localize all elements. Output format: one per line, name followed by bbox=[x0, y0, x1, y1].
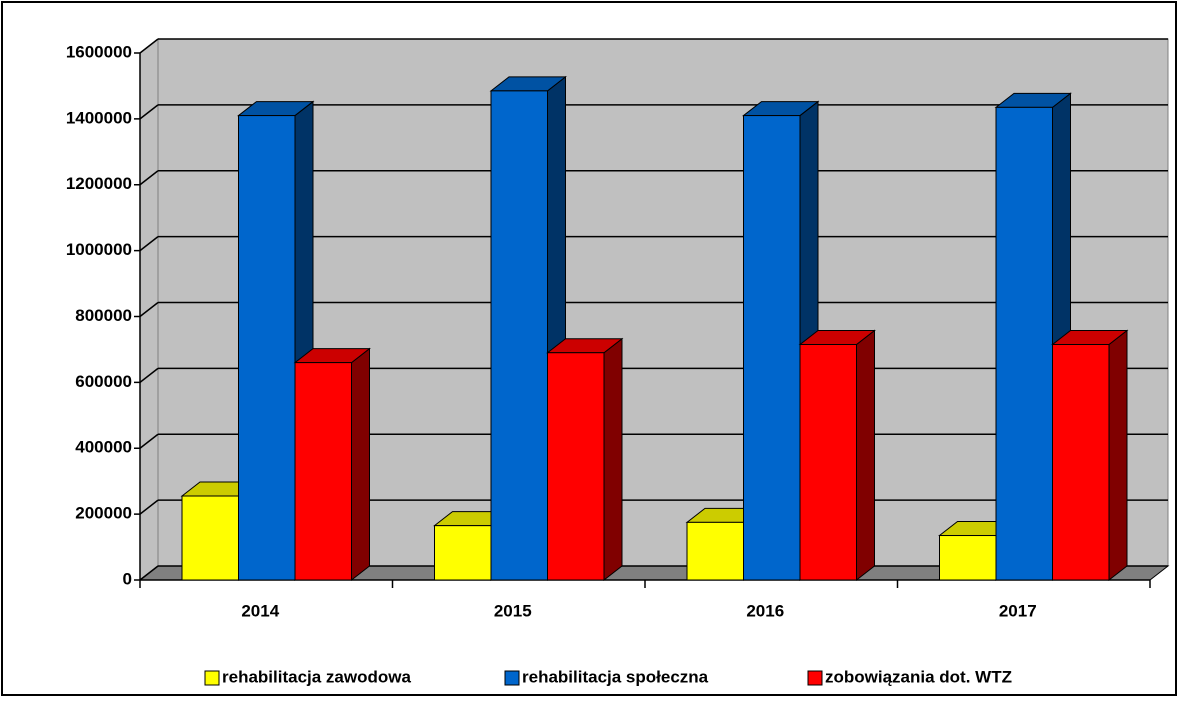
y-tick-label: 800000 bbox=[75, 306, 132, 325]
legend-label: rehabilitacja społeczna bbox=[522, 667, 709, 686]
bar bbox=[238, 115, 296, 581]
bar-side bbox=[603, 337, 623, 582]
x-tick-label: 2014 bbox=[241, 601, 279, 620]
legend-swatch bbox=[807, 670, 823, 686]
y-tick-label: 0 bbox=[123, 569, 132, 588]
y-tick-label: 400000 bbox=[75, 438, 132, 457]
bar bbox=[181, 495, 239, 581]
x-tick-label: 2016 bbox=[746, 601, 784, 620]
bar bbox=[547, 352, 605, 581]
bar bbox=[490, 90, 548, 581]
bar bbox=[294, 362, 352, 581]
y-tick-label: 1400000 bbox=[66, 108, 132, 127]
y-tick-label: 1200000 bbox=[66, 174, 132, 193]
x-tick-label: 2017 bbox=[999, 601, 1037, 620]
grid-line bbox=[139, 236, 159, 252]
bar bbox=[939, 535, 997, 581]
y-tick-label: 1600000 bbox=[66, 42, 132, 61]
legend-label: rehabilitacja zawodowa bbox=[222, 667, 411, 686]
bar-side bbox=[856, 329, 875, 582]
y-tick-label: 1000000 bbox=[66, 240, 132, 259]
grid-line bbox=[139, 301, 159, 318]
grid-line bbox=[139, 433, 159, 449]
bar-side bbox=[1108, 329, 1128, 582]
grid-line bbox=[139, 170, 159, 186]
legend-swatch bbox=[504, 670, 520, 686]
grid-line bbox=[139, 565, 159, 581]
grid-line bbox=[139, 367, 159, 383]
bar bbox=[995, 106, 1053, 581]
bar bbox=[1052, 343, 1110, 581]
bar bbox=[799, 343, 857, 581]
bar-side bbox=[351, 347, 370, 582]
legend-swatch bbox=[204, 670, 220, 686]
grid-line bbox=[139, 104, 159, 120]
y-tick-label: 200000 bbox=[75, 504, 132, 523]
bar bbox=[434, 525, 492, 581]
bar bbox=[686, 521, 744, 581]
y-tick-label: 600000 bbox=[75, 372, 132, 391]
grid-line bbox=[139, 38, 159, 54]
legend-label: zobowiązania dot. WTZ bbox=[825, 667, 1012, 686]
x-tick-label: 2015 bbox=[494, 601, 532, 620]
grid-line bbox=[139, 499, 159, 515]
bar bbox=[743, 115, 801, 581]
